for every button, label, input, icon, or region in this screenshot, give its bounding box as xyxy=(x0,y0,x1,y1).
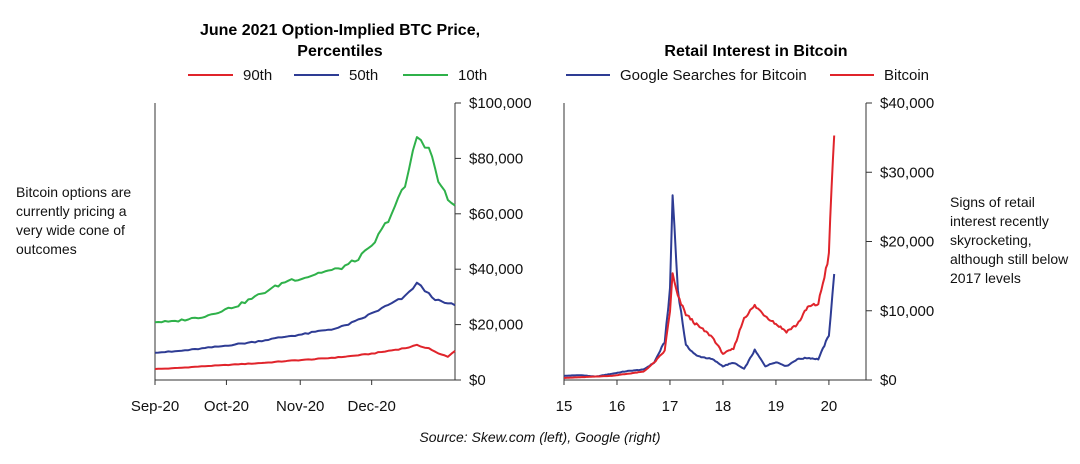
right-chart-legend-label: Google Searches for Bitcoin xyxy=(620,67,807,84)
right-chart-series-line-bitcoin xyxy=(563,135,836,379)
left-chart-legend-label: 10th xyxy=(458,67,487,84)
right-chart-x-tick-label: 16 xyxy=(609,398,626,415)
right-chart-x-tick-label: 20 xyxy=(821,398,838,415)
left-chart-x-tick-label: Nov-20 xyxy=(276,398,324,415)
left-chart-legend-label: 90th xyxy=(243,67,272,84)
left-chart-series-line-50th xyxy=(154,281,456,354)
left-chart-x-tick-label: Sep-20 xyxy=(131,398,179,415)
left-chart-y-tick-label: $40,000 xyxy=(469,261,523,278)
left-chart-y-tick-label: $20,000 xyxy=(469,317,523,334)
source-note: Source: Skew.com (left), Google (right) xyxy=(419,429,661,445)
left-chart-y-tick-label: $80,000 xyxy=(469,150,523,167)
right-chart-y-tick-label: $30,000 xyxy=(880,164,934,181)
left-chart-x-tick-label: Dec-20 xyxy=(347,398,395,415)
left-chart-plot-area: $0 $20,000 $40,000 $60,000 $80,000 $100,000 Se… xyxy=(131,95,532,415)
right-chart-y-tick-label: $10,000 xyxy=(880,303,934,320)
left-chart-series-line-90th xyxy=(154,343,456,370)
right-chart-x-tick-label: 18 xyxy=(715,398,732,415)
right-chart-legend-label: Bitcoin xyxy=(884,67,929,84)
left-chart-series-line-10th xyxy=(154,136,456,324)
right-chart-y-tick-label: $20,000 xyxy=(880,234,934,251)
left-chart-y-tick-label: $0 xyxy=(469,372,486,389)
right-chart-y-tick-label: $0 xyxy=(880,372,897,389)
right-chart: Retail Interest in Bitcoin Google Search… xyxy=(556,43,935,415)
right-chart-y-tick-label: $40,000 xyxy=(880,95,934,112)
left-chart-title-line-1: June 2021 Option-Implied BTC Price, xyxy=(200,22,480,39)
right-chart-plot-area: $0 $10,000 $20,000 $30,000 $40,000 15 16 17 18 19… xyxy=(556,95,935,415)
right-chart-title: Retail Interest in Bitcoin xyxy=(664,43,847,60)
left-annotation: Bitcoin options are currently pricing a … xyxy=(16,184,132,257)
right-chart-x-tick-label: 19 xyxy=(768,398,785,415)
left-chart-y-tick-label: $60,000 xyxy=(469,206,523,223)
right-chart-x-tick-label: 15 xyxy=(556,398,573,415)
right-annotation: Signs of retail interest recently skyroc… xyxy=(950,194,1069,286)
right-chart-series-line-google-searches-for-bitcoin xyxy=(563,194,836,378)
right-chart-x-tick-label: 17 xyxy=(662,398,679,415)
left-chart-legend: 90th 50th 10th xyxy=(188,67,487,84)
left-chart-title-line-2: Percentiles xyxy=(297,43,382,60)
left-chart-x-tick-label: Oct-20 xyxy=(204,398,249,415)
right-chart-legend: Google Searches for Bitcoin Bitcoin xyxy=(566,67,929,84)
left-chart-y-tick-label: $100,000 xyxy=(469,95,532,112)
left-chart: June 2021 Option-Implied BTC Price, Perc… xyxy=(131,22,532,415)
left-chart-legend-label: 50th xyxy=(349,67,378,84)
